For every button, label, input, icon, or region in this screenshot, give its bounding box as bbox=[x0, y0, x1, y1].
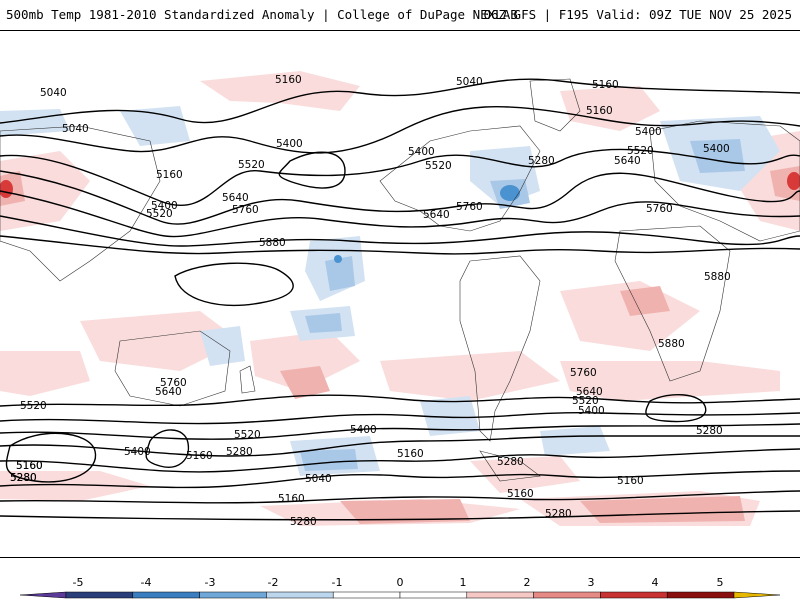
contour-label: 5640 bbox=[222, 192, 249, 204]
colorbar-tick: -4 bbox=[141, 576, 152, 589]
contour-label: 5400 bbox=[408, 146, 435, 158]
continent-outlines bbox=[0, 78, 800, 482]
colorbar-tick: 4 bbox=[652, 576, 659, 589]
contour-label: 5640 bbox=[614, 155, 641, 167]
contour-label: 5160 bbox=[186, 450, 213, 462]
contour-label: 5160 bbox=[16, 460, 43, 472]
contour-label: 5760 bbox=[232, 204, 259, 216]
cool-anomaly-strong bbox=[334, 185, 520, 263]
contour-label: 5760 bbox=[570, 367, 597, 379]
colorbar-swatch bbox=[199, 591, 267, 599]
colorbar-tick: 2 bbox=[524, 576, 531, 589]
colorbar-tick: 0 bbox=[397, 576, 404, 589]
colorbar-swatch bbox=[19, 591, 67, 599]
contour-label: 5760 bbox=[456, 201, 483, 213]
contour-label: 5520 bbox=[425, 160, 452, 172]
contour-label: 5280 bbox=[545, 508, 572, 520]
colorbar-tick: -1 bbox=[332, 576, 343, 589]
colorbar-tick: -2 bbox=[268, 576, 279, 589]
contour-label: 5040 bbox=[456, 76, 483, 88]
contour-label: 5280 bbox=[528, 155, 555, 167]
colorbar-swatch bbox=[399, 591, 468, 599]
contour-label: 5160 bbox=[592, 79, 619, 91]
contour-label: 5160 bbox=[586, 105, 613, 117]
contour-label: 5520 bbox=[20, 400, 47, 412]
contour-label: 5520 bbox=[627, 145, 654, 157]
contour-label: 5520 bbox=[234, 429, 261, 441]
contour-label: 5640 bbox=[576, 386, 603, 398]
contour-label: 5640 bbox=[155, 386, 182, 398]
contour-label: 5160 bbox=[156, 169, 183, 181]
anomaly-colorbar: -5 -4 -3 -2 -1 0 1 2 3 4 5 bbox=[0, 560, 800, 600]
colorbar-swatch bbox=[266, 591, 334, 599]
colorbar-swatch bbox=[733, 591, 781, 599]
contour-label: 5400 bbox=[635, 126, 662, 138]
contour-label: 5160 bbox=[16, 460, 43, 472]
contour-label: 5400 bbox=[578, 405, 605, 417]
colorbar-swatch bbox=[533, 591, 601, 599]
contour-label: 5400 bbox=[703, 143, 730, 155]
contour-label: 5160 bbox=[507, 488, 534, 500]
contour-label: 5280 bbox=[696, 425, 723, 437]
cool-anomaly-mid bbox=[300, 139, 745, 471]
warm-anomaly-strong bbox=[0, 166, 800, 524]
world-map[interactable]: 5040 5040 5160 5040 5160 5400 5160 5400 … bbox=[0, 30, 800, 558]
colorbar-tick: -3 bbox=[205, 576, 216, 589]
colorbar-tick: 3 bbox=[588, 576, 595, 589]
contour-label: 5040 bbox=[40, 87, 67, 99]
contour-label: 5040 bbox=[62, 123, 89, 135]
colorbar-tick-labels: -5 -4 -3 -2 -1 0 1 2 3 4 5 bbox=[73, 576, 724, 589]
contour-label: 5400 bbox=[276, 138, 303, 150]
header: 500mb Temp 1981-2010 Standardized Anomal… bbox=[0, 0, 800, 30]
contour-label: 5880 bbox=[259, 237, 286, 249]
contour-label: 5520 bbox=[146, 208, 173, 220]
colorbar-swatch bbox=[466, 591, 534, 599]
colorbar-tick: -5 bbox=[73, 576, 84, 589]
colorbar-swatch bbox=[132, 591, 200, 599]
contour-label: 5880 bbox=[658, 338, 685, 350]
contour-label: 5160 bbox=[275, 74, 302, 86]
height-contours bbox=[0, 78, 800, 521]
contour-label: 5520 bbox=[238, 159, 265, 171]
contour-label: 5400 bbox=[124, 446, 151, 458]
colorbar-canvas: -5 -4 -3 -2 -1 0 1 2 3 4 5 bbox=[19, 576, 781, 599]
contour-label: 5280 bbox=[10, 472, 37, 484]
contour-label: 5280 bbox=[497, 456, 524, 468]
contour-label: 5160 bbox=[278, 493, 305, 505]
contour-label: 5160 bbox=[617, 475, 644, 487]
contour-label: 5280 bbox=[10, 472, 37, 484]
contour-label: 5640 bbox=[423, 209, 450, 221]
map-canvas: 5040 5040 5160 5040 5160 5400 5160 5400 … bbox=[0, 71, 800, 528]
colorbar-swatch bbox=[65, 591, 134, 599]
colorbar-tick: 1 bbox=[460, 576, 467, 589]
map-title: 500mb Temp 1981-2010 Standardized Anomal… bbox=[6, 7, 518, 22]
contour-label: 5520 bbox=[572, 395, 599, 407]
contour-label: 5160 bbox=[397, 448, 424, 460]
colorbar-tick: 5 bbox=[717, 576, 724, 589]
contour-label: 5400 bbox=[350, 424, 377, 436]
contour-label: 5400 bbox=[151, 200, 178, 212]
colorbar-swatch bbox=[600, 591, 668, 599]
colorbar-swatch bbox=[332, 591, 401, 599]
contour-label: 5280 bbox=[226, 446, 253, 458]
contour-label: 5040 bbox=[305, 473, 332, 485]
colorbar-swatch bbox=[666, 591, 735, 599]
model-run-info: 06Z GFS | F195 Valid: 09Z TUE NOV 25 202… bbox=[483, 7, 792, 22]
colorbar-swatches bbox=[19, 591, 781, 599]
contour-label: 5880 bbox=[704, 271, 731, 283]
contour-label: 5760 bbox=[646, 203, 673, 215]
contour-label: 5280 bbox=[290, 516, 317, 528]
contour-label: 5760 bbox=[160, 377, 187, 389]
contour-labels: 5040 5040 5160 5040 5160 5400 5160 5400 … bbox=[10, 74, 731, 528]
